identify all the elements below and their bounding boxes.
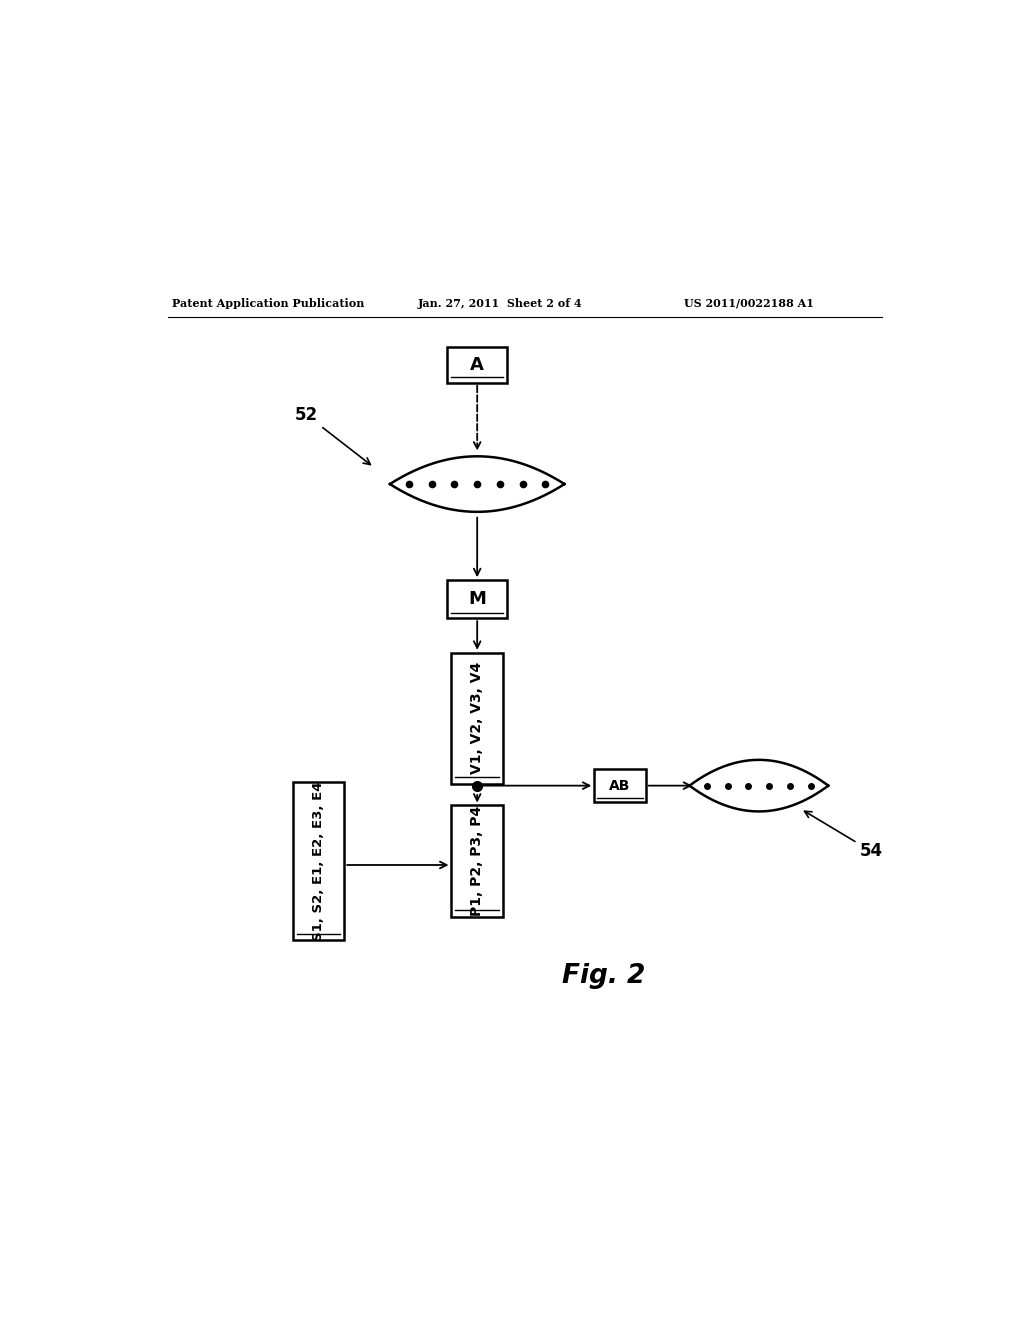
Text: 54: 54 bbox=[805, 812, 884, 861]
Bar bbox=[594, 770, 646, 803]
Polygon shape bbox=[390, 457, 564, 512]
Text: Patent Application Publication: Patent Application Publication bbox=[172, 297, 364, 309]
Text: A: A bbox=[470, 356, 484, 374]
Text: S1, S2, E1, E2, E3, E4: S1, S2, E1, E2, E3, E4 bbox=[312, 781, 325, 941]
Text: M: M bbox=[468, 590, 486, 609]
Bar bbox=[447, 347, 507, 383]
Polygon shape bbox=[689, 760, 828, 812]
Bar bbox=[293, 781, 344, 940]
Text: Fig. 2: Fig. 2 bbox=[562, 964, 646, 989]
Text: P1, P2, P3, P4: P1, P2, P3, P4 bbox=[470, 807, 484, 916]
Text: US 2011/0022188 A1: US 2011/0022188 A1 bbox=[684, 297, 813, 309]
Text: Jan. 27, 2011  Sheet 2 of 4: Jan. 27, 2011 Sheet 2 of 4 bbox=[418, 297, 583, 309]
Bar bbox=[452, 652, 503, 784]
Bar bbox=[447, 579, 507, 618]
Text: V1, V2, V3, V4: V1, V2, V3, V4 bbox=[470, 663, 484, 775]
Text: AB: AB bbox=[609, 779, 631, 792]
Text: 52: 52 bbox=[295, 405, 371, 465]
Bar bbox=[452, 805, 503, 916]
